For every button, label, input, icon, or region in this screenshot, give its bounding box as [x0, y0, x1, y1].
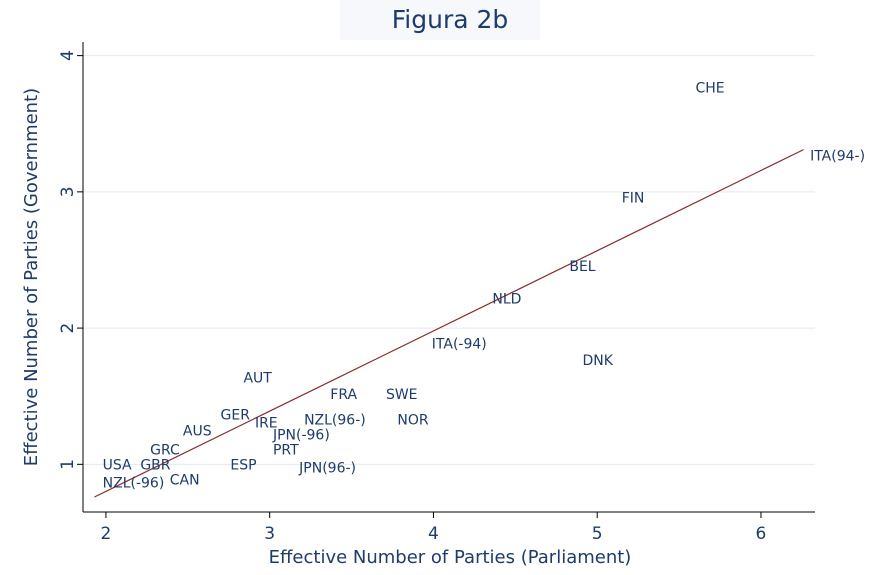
y-tick-label: 2: [58, 323, 78, 334]
x-axis-label: Effective Number of Parties (Parliament): [269, 547, 632, 568]
point-label: GRC: [150, 443, 180, 459]
point-label: AUT: [243, 370, 272, 386]
x-tick-label: 5: [592, 524, 603, 544]
point-label: JPN(-96): [272, 428, 330, 444]
point-label: ITA(-94): [432, 336, 487, 352]
y-tick-label: 1: [58, 459, 78, 470]
title-box: [340, 0, 540, 40]
point-label: USA: [103, 458, 132, 474]
chart-title: Figura 2b: [392, 5, 509, 34]
point-label: NOR: [397, 413, 428, 429]
y-tick-label: 3: [58, 186, 78, 197]
point-label: FRA: [330, 387, 357, 403]
point-label: GER: [221, 407, 251, 423]
point-label: IRE: [255, 415, 278, 431]
point-label: ESP: [230, 458, 256, 474]
point-label: NLD: [492, 291, 521, 307]
x-tick-label: 2: [101, 524, 112, 544]
point-label: SWE: [386, 387, 418, 403]
point-label: NZL(96-): [304, 413, 366, 429]
point-label: DNK: [582, 353, 613, 369]
y-axis-label: Effective Number of Parties (Government): [21, 88, 42, 466]
point-label: CHE: [695, 80, 724, 96]
y-tick-label: 4: [58, 50, 78, 61]
x-tick-label: 3: [264, 524, 275, 544]
point-label: ITA(94-): [810, 148, 865, 164]
point-label: JPN(96-): [298, 460, 356, 476]
fit-line: [94, 149, 804, 498]
x-tick-label: 6: [756, 524, 767, 544]
point-label: FIN: [622, 191, 645, 207]
x-tick-label: 4: [428, 524, 439, 544]
point-label: CAN: [170, 473, 200, 489]
point-label: GBR: [140, 458, 170, 474]
point-label: PRT: [273, 443, 299, 459]
point-label: BEL: [569, 259, 595, 275]
point-label: AUS: [183, 424, 212, 440]
point-label: NZL(-96): [103, 475, 165, 491]
